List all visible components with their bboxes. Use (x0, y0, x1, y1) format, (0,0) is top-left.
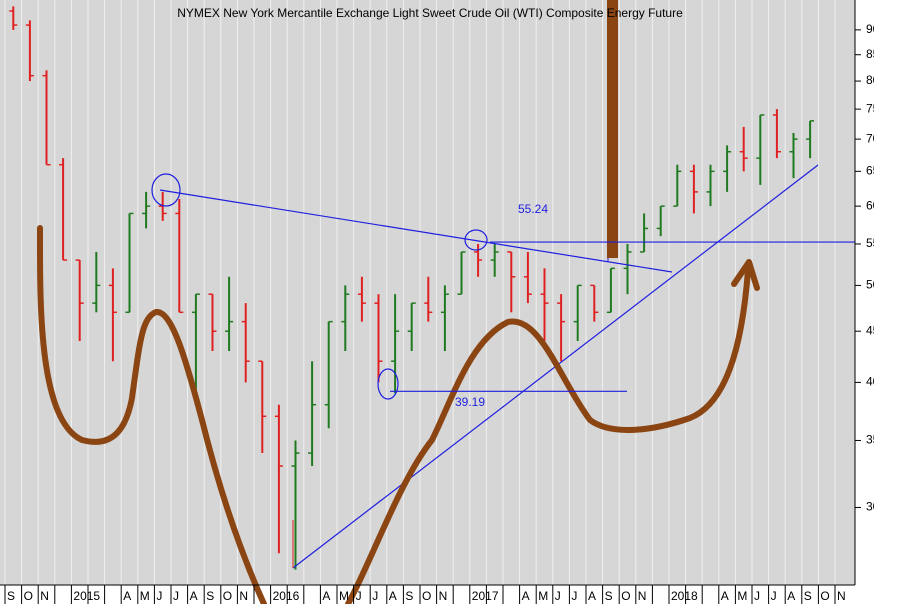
x-tick-label: N (439, 589, 448, 603)
x-tick-label: A (522, 589, 530, 603)
x-tick-label: 2016 (273, 589, 300, 603)
x-tick-label: N (638, 589, 647, 603)
x-tick-label: S (7, 589, 15, 603)
y-tick-label: 75 (866, 101, 880, 115)
x-tick-label: S (804, 589, 812, 603)
x-tick-label: A (389, 589, 397, 603)
circle-marker (151, 173, 181, 207)
x-tick-label: A (787, 589, 795, 603)
x-tick-label: M (339, 589, 349, 603)
x-tick-label: J (173, 589, 179, 603)
x-tick-label: N (40, 589, 49, 603)
x-tick-label: 2018 (671, 589, 698, 603)
x-tick-label: N (239, 589, 248, 603)
x-tick-label: S (206, 589, 214, 603)
x-tick-label: M (737, 589, 747, 603)
y-tick-label: 65 (866, 164, 880, 178)
y-tick-label: 40 (866, 375, 880, 389)
x-tick-label: A (721, 589, 729, 603)
x-tick-label: 2015 (73, 589, 100, 603)
x-tick-label: J (372, 589, 378, 603)
y-axis: 90 85 80 75 70 65 60 55 50 45 40 35 30 (855, 22, 880, 514)
y-tick-label: 60 (866, 198, 880, 212)
x-tick-label: M (140, 589, 150, 603)
level-label: 55.24 (518, 202, 548, 216)
x-tick-label: J (571, 589, 577, 603)
x-tick-label: O (422, 589, 431, 603)
x-tick-label: N (837, 589, 846, 603)
freehand-curve (36, 225, 267, 604)
x-tick-label: O (621, 589, 630, 603)
x-tick-label: 2017 (472, 589, 499, 603)
y-tick-label: 90 (866, 22, 880, 36)
price-bars (9, 6, 815, 570)
x-tick-label: J (156, 589, 162, 603)
x-tick-label: S (605, 589, 613, 603)
y-tick-label: 55 (866, 236, 880, 250)
freehand-curve (345, 267, 751, 604)
levels: 55.24 39.19 (390, 202, 855, 409)
drawings (36, 0, 819, 604)
y-tick-label: 85 (866, 47, 880, 61)
y-tick-label: 70 (866, 131, 880, 145)
y-tick-label: 35 (866, 433, 880, 447)
y-tick-label: 45 (866, 323, 880, 337)
y-tick-label: 30 (866, 500, 880, 514)
circle-marker (464, 229, 488, 251)
arrow-head (731, 259, 760, 291)
y-tick-label: 80 (866, 73, 880, 87)
freehand-bar (607, 0, 618, 258)
level-label: 39.19 (455, 395, 485, 409)
x-tick-label: J (771, 589, 777, 603)
x-tick-label: O (24, 589, 33, 603)
circle-marker (377, 368, 399, 400)
x-tick-label: M (538, 589, 548, 603)
x-tick-label: A (588, 589, 596, 603)
x-tick-label: O (223, 589, 232, 603)
x-tick-label: A (190, 589, 198, 603)
x-tick-label: A (322, 589, 330, 603)
x-tick-label: J (555, 589, 561, 603)
axis-panel (855, 0, 901, 604)
x-tick-label: S (405, 589, 413, 603)
y-tick-label: 50 (866, 278, 880, 292)
x-tick-label: J (356, 589, 362, 603)
x-axis: S O N 2015 A M J J A S O N 2016 A M J J A S O N 2017 A M J J A S O N 2… (4, 585, 846, 604)
x-tick-label: A (123, 589, 131, 603)
chart-title: NYMEX New York Mercantile Exchange Light… (177, 6, 683, 20)
x-tick-label: J (754, 589, 760, 603)
trend-line (159, 189, 673, 273)
month-grid (4, 0, 836, 585)
x-tick-label: O (820, 589, 829, 603)
